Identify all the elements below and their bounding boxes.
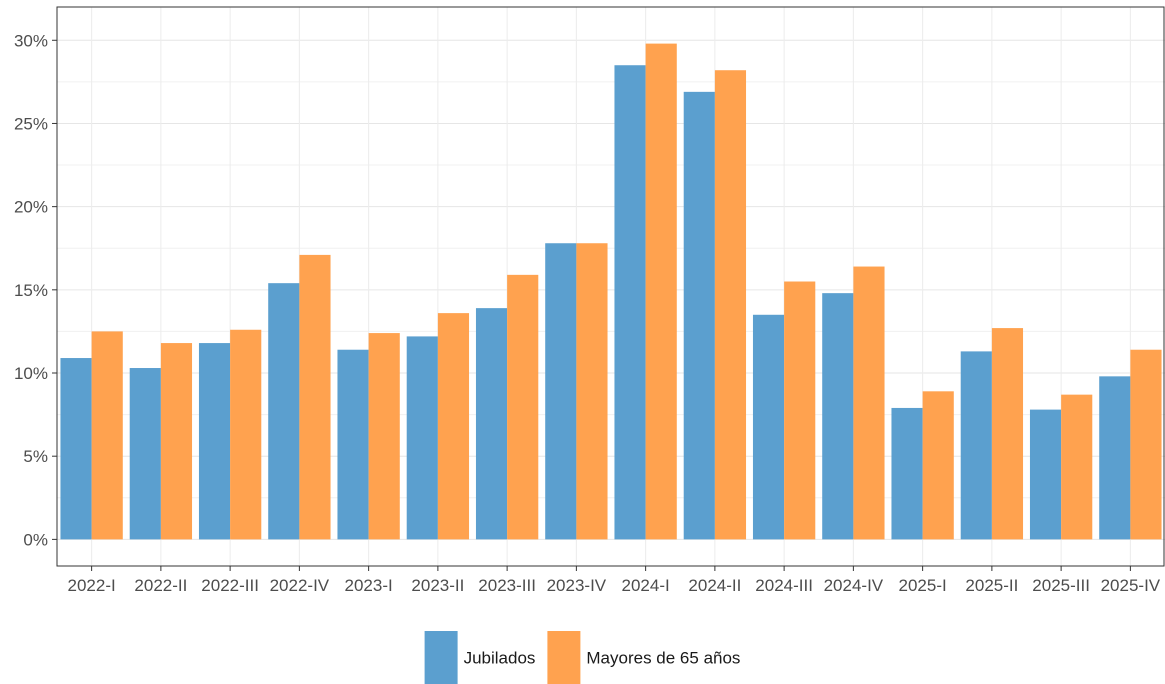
- x-tick-label: 2024-II: [688, 576, 741, 595]
- bars: [60, 43, 1162, 540]
- x-axis: 2022-I 2022-II 2022-III 2022-IV 2023-I 2023-I…: [68, 566, 1161, 595]
- bar-2024-III-series-2: [784, 281, 816, 540]
- x-tick-label: 2024-I: [622, 576, 670, 595]
- bar-2025-III-series-2: [1061, 394, 1093, 540]
- bar-2022-IV-series-1: [268, 283, 300, 540]
- legend-label: Jubilados: [464, 649, 536, 668]
- plot-panel-border: [56, 6, 1165, 567]
- bar-2022-I-series-2: [91, 331, 123, 540]
- y-tick-label: 30%: [14, 31, 48, 50]
- x-tick-label: 2023-IV: [547, 576, 607, 595]
- y-tick-label: 25%: [14, 114, 48, 133]
- legend-label: Mayores de 65 años: [586, 649, 740, 668]
- legend-key-series-1: [424, 631, 458, 684]
- y-tick-label: 20%: [14, 198, 48, 217]
- x-tick-label: 2025-IV: [1101, 576, 1161, 595]
- bar-2024-II-series-1: [683, 91, 715, 540]
- x-tick-label: 2025-II: [965, 576, 1018, 595]
- y-tick-label: 15%: [14, 281, 48, 300]
- bar-2024-III-series-1: [752, 314, 785, 540]
- bar-2024-I-series-2: [645, 43, 677, 540]
- bar-2025-I-series-2: [922, 391, 954, 540]
- x-tick-label: 2024-III: [755, 576, 813, 595]
- x-tick-label: 2024-IV: [824, 576, 884, 595]
- bar-2025-II-series-2: [991, 328, 1024, 540]
- bar-2022-I-series-1: [60, 358, 92, 540]
- x-tick-label: 2022-III: [201, 576, 259, 595]
- y-axis: 0% 5% 10% 15% 20% 25% 30%: [14, 31, 57, 549]
- bar-2024-IV-series-1: [822, 293, 854, 540]
- x-tick-label: 2023-III: [478, 576, 536, 595]
- bar-2024-IV-series-2: [853, 266, 885, 540]
- bar-2022-II-series-2: [160, 343, 193, 540]
- bar-2023-I-series-2: [368, 333, 400, 540]
- bar-2022-IV-series-2: [299, 254, 331, 540]
- bar-2025-IV-series-1: [1099, 376, 1131, 540]
- bar-2025-I-series-1: [891, 407, 923, 540]
- y-tick-label: 5%: [23, 447, 48, 466]
- y-tick-label: 10%: [14, 364, 48, 383]
- x-tick-label: 2023-II: [411, 576, 464, 595]
- x-tick-label: 2023-I: [345, 576, 393, 595]
- bar-2023-IV-series-1: [545, 243, 577, 540]
- bar-2025-IV-series-2: [1130, 349, 1162, 540]
- bar-2022-III-series-1: [198, 343, 231, 540]
- bar-2023-II-series-2: [437, 313, 470, 540]
- bar-2022-II-series-1: [129, 368, 161, 540]
- bar-2023-I-series-1: [337, 349, 369, 540]
- x-tick-label: 2022-II: [134, 576, 187, 595]
- legend-key-series-2: [547, 631, 581, 684]
- bar-2024-II-series-2: [714, 70, 747, 540]
- x-tick-label: 2022-I: [68, 576, 116, 595]
- bar-2022-III-series-2: [230, 329, 262, 540]
- major-gridlines: [57, 7, 1165, 566]
- bar-2025-III-series-1: [1029, 409, 1062, 540]
- bar-2023-II-series-1: [406, 336, 438, 540]
- x-tick-label: 2025-III: [1032, 576, 1090, 595]
- x-tick-label: 2025-I: [899, 576, 947, 595]
- x-tick-label: 2022-IV: [270, 576, 330, 595]
- bar-2024-I-series-1: [614, 65, 646, 540]
- bar-2023-IV-series-2: [576, 243, 608, 540]
- y-tick-label: 0%: [23, 530, 48, 549]
- legend: Jubilados Mayores de 65 años: [424, 631, 740, 684]
- bar-2025-II-series-1: [960, 351, 992, 540]
- bar-2023-III-series-1: [475, 308, 508, 540]
- bar-2023-III-series-2: [507, 274, 539, 540]
